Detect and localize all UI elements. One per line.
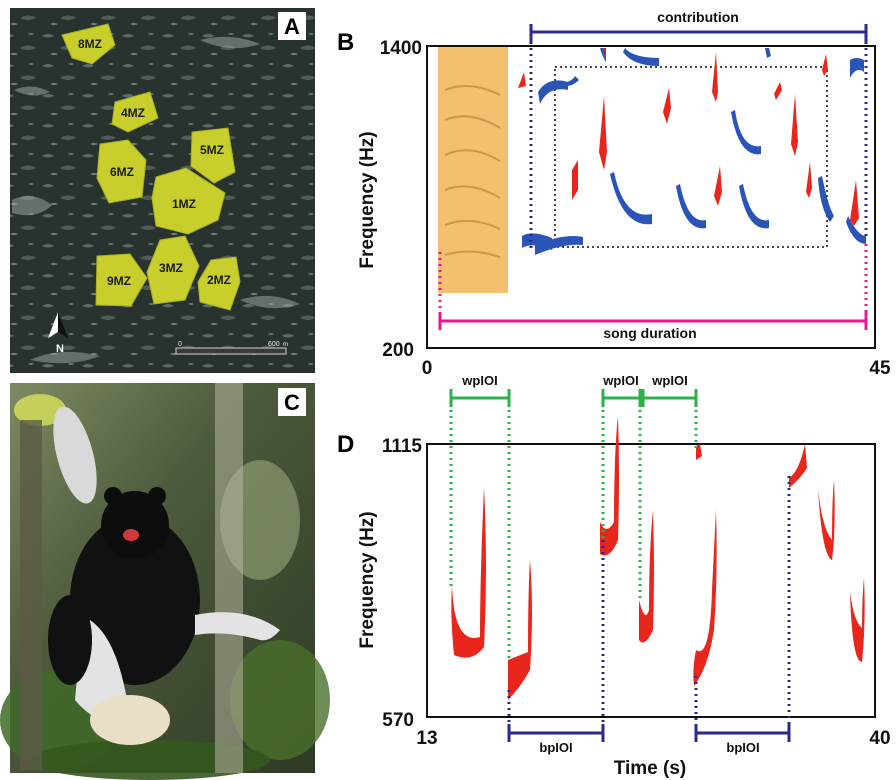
b-orange-harmonics	[444, 85, 501, 258]
d-wpioi-label-3: wpIOI	[651, 373, 687, 388]
photo-foliage	[0, 383, 330, 780]
scale-max: 600	[268, 341, 280, 348]
d-wpioi-brackets	[449, 389, 698, 407]
panel-letter-a: A	[284, 14, 300, 39]
zone-label-2mz: 2MZ	[207, 273, 231, 287]
b-song-duration-label: song duration	[603, 325, 696, 341]
d-x-tick-right: 40	[869, 728, 890, 749]
panel-letter-d: D	[337, 431, 354, 458]
b-y-axis-title: Frequency (Hz)	[357, 131, 378, 268]
map-light-patches	[12, 36, 300, 364]
zone-label-4mz: 4MZ	[121, 106, 145, 120]
d-call-5	[693, 510, 717, 686]
monitoring-zones	[61, 23, 241, 311]
d-green-dots	[449, 398, 698, 660]
zone-1mz	[151, 167, 226, 235]
zone-9mz	[95, 253, 148, 307]
b-contribution-bracket	[529, 24, 868, 42]
panel-a-map: 8MZ 4MZ 5MZ 6MZ 1MZ 9MZ 3MZ 2MZ N 0 600 …	[10, 8, 315, 373]
b-x-tick-right: 45	[869, 358, 891, 379]
d-call-4	[639, 510, 654, 643]
zone-5mz	[190, 127, 236, 184]
north-label: N	[56, 343, 64, 355]
d-x-axis-title: Time (s)	[614, 758, 687, 779]
d-call-7	[789, 444, 807, 488]
b-contribution-label: contribution	[657, 9, 739, 25]
zone-label-5mz: 5MZ	[200, 143, 224, 157]
panel-c-photo: C	[0, 383, 330, 780]
zone-2mz	[197, 256, 241, 311]
d-bpioi-brackets	[507, 724, 791, 742]
scale-min: 0	[178, 341, 182, 348]
b-red-calls	[518, 48, 859, 226]
b-x-tick-left: 0	[422, 358, 433, 379]
d-y-tick-top: 1115	[382, 436, 423, 457]
d-bpioi-label-1: bpIOI	[539, 740, 572, 755]
b-blue-calls	[522, 48, 866, 255]
zone-label-8mz: 8MZ	[78, 37, 102, 51]
indri-lemur	[48, 406, 280, 745]
zone-label-9mz: 9MZ	[107, 274, 131, 288]
zone-label-3mz: 3MZ	[159, 261, 183, 275]
d-wpioi-label-1: wpIOI	[461, 373, 497, 388]
d-wpioi-label-2: wpIOI	[602, 373, 638, 388]
zone-8mz	[61, 23, 116, 65]
b-song-duration-bracket	[438, 312, 868, 330]
north-arrow-icon: N	[48, 312, 68, 355]
panel-b-spectrogram: B	[337, 9, 891, 379]
d-call-1	[451, 487, 486, 658]
scale-bar: 0 600 m	[175, 341, 288, 355]
zone-label-1mz: 1MZ	[172, 197, 196, 211]
panel-letter-b: B	[337, 29, 354, 56]
d-y-tick-bottom: 570	[382, 710, 414, 731]
d-y-axis-title: Frequency (Hz)	[357, 511, 378, 648]
panel-letter-c: C	[284, 390, 300, 415]
panel-d-spectrogram: D	[337, 373, 891, 779]
scale-unit: m	[283, 342, 288, 348]
d-call-9	[850, 578, 865, 662]
d-call-2	[508, 560, 532, 700]
b-y-tick-bottom: 200	[382, 340, 414, 361]
d-x-tick-left: 13	[416, 728, 437, 749]
zone-label-6mz: 6MZ	[110, 165, 134, 179]
zone-4mz	[111, 91, 159, 133]
zone-6mz	[96, 139, 147, 204]
d-bpioi-label-2: bpIOI	[726, 740, 759, 755]
d-call-8	[818, 480, 835, 560]
b-y-tick-top: 1400	[380, 38, 422, 59]
b-zoom-box	[554, 66, 828, 248]
zone-3mz	[146, 235, 200, 305]
d-call-3	[600, 416, 619, 556]
